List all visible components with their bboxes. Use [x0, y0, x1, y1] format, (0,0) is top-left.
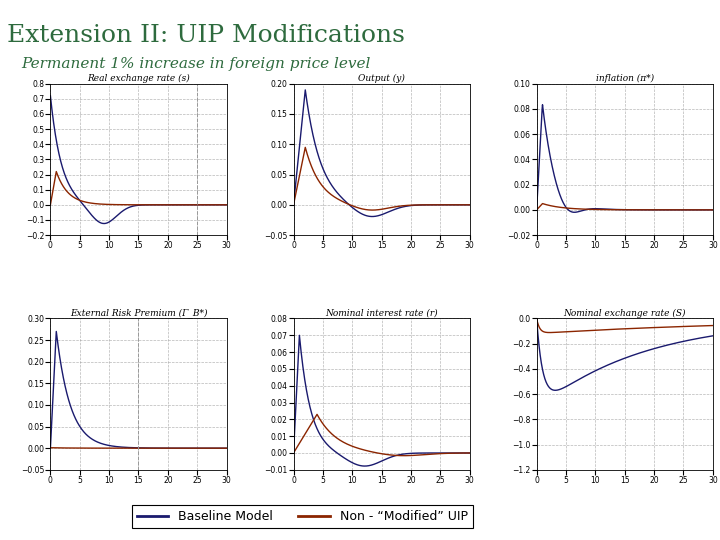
- Title: Output (y): Output (y): [358, 74, 405, 83]
- Text: Extension II: UIP Modifications: Extension II: UIP Modifications: [7, 24, 405, 48]
- Text: Permanent 1% increase in foreign price level: Permanent 1% increase in foreign price l…: [22, 57, 371, 71]
- Text: U: U: [654, 504, 675, 528]
- Title: Nominal exchange rate (S): Nominal exchange rate (S): [564, 308, 686, 318]
- Title: External Risk Premium (Γ_B*): External Risk Premium (Γ_B*): [70, 308, 207, 318]
- Legend: Baseline Model, Non - “Modified” UIP: Baseline Model, Non - “Modified” UIP: [132, 505, 472, 528]
- Title: inflation (π*): inflation (π*): [595, 74, 654, 83]
- Title: Real exchange rate (s): Real exchange rate (s): [87, 74, 190, 83]
- Title: Nominal interest rate (r): Nominal interest rate (r): [325, 309, 438, 318]
